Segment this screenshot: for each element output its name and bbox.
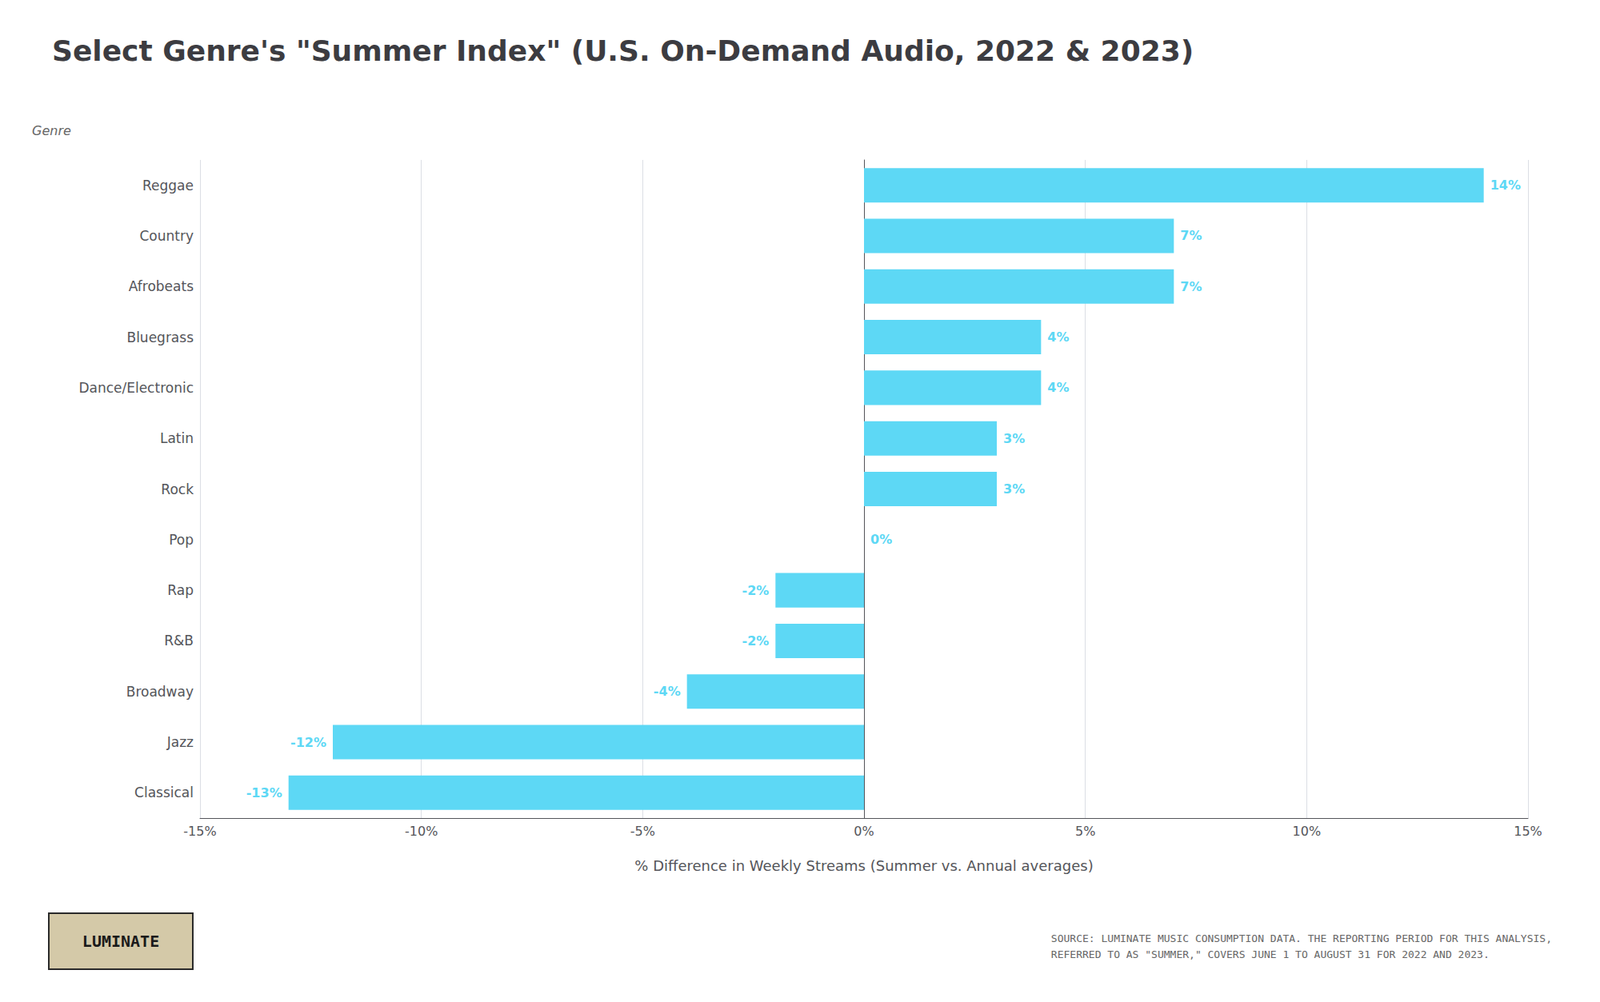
- svg-text:0%: 0%: [853, 824, 874, 840]
- svg-text:-2%: -2%: [742, 633, 770, 649]
- svg-text:5%: 5%: [1075, 824, 1096, 840]
- svg-text:4%: 4%: [1047, 329, 1069, 345]
- svg-text:3%: 3%: [1003, 431, 1025, 447]
- svg-text:LUMINATE: LUMINATE: [82, 932, 160, 952]
- svg-text:Broadway: Broadway: [126, 684, 194, 700]
- svg-text:Jazz: Jazz: [166, 734, 194, 751]
- svg-text:Reggae: Reggae: [142, 177, 194, 194]
- svg-text:Pop: Pop: [168, 532, 194, 548]
- svg-text:-2%: -2%: [742, 583, 770, 599]
- svg-text:7%: 7%: [1180, 228, 1202, 244]
- svg-text:% Difference in Weekly Streams: % Difference in Weekly Streams (Summer v…: [634, 857, 1093, 875]
- svg-text:Rock: Rock: [160, 481, 194, 498]
- svg-text:3%: 3%: [1003, 481, 1025, 497]
- svg-text:Country: Country: [139, 228, 194, 244]
- svg-text:0%: 0%: [870, 532, 892, 548]
- svg-text:Rap: Rap: [167, 582, 194, 599]
- svg-text:4%: 4%: [1047, 380, 1069, 396]
- svg-text:Genre: Genre: [32, 123, 72, 139]
- svg-text:10%: 10%: [1292, 824, 1322, 840]
- svg-text:-15%: -15%: [183, 824, 216, 840]
- svg-text:-10%: -10%: [404, 824, 438, 840]
- svg-text:-5%: -5%: [630, 824, 656, 840]
- svg-text:SOURCE: LUMINATE MUSIC CONSUMP: SOURCE: LUMINATE MUSIC CONSUMPTION DATA.…: [1051, 932, 1552, 945]
- svg-text:7%: 7%: [1180, 279, 1202, 295]
- svg-text:Select Genre's "Summer Index": Select Genre's "Summer Index" (U.S. On-D…: [52, 34, 1194, 68]
- svg-text:14%: 14%: [1490, 177, 1521, 193]
- svg-text:REFERRED TO AS "SUMMER," COVER: REFERRED TO AS "SUMMER," COVERS JUNE 1 T…: [1051, 948, 1490, 961]
- svg-text:Latin: Latin: [160, 430, 194, 447]
- svg-text:R&B: R&B: [164, 632, 194, 649]
- svg-text:Bluegrass: Bluegrass: [126, 329, 194, 346]
- svg-text:Classical: Classical: [134, 784, 194, 801]
- svg-text:-13%: -13%: [246, 785, 283, 801]
- svg-text:Afrobeats: Afrobeats: [128, 278, 194, 295]
- svg-text:15%: 15%: [1513, 824, 1543, 840]
- svg-text:-4%: -4%: [653, 684, 681, 700]
- svg-text:-12%: -12%: [290, 735, 327, 751]
- svg-text:Dance/Electronic: Dance/Electronic: [78, 380, 194, 396]
